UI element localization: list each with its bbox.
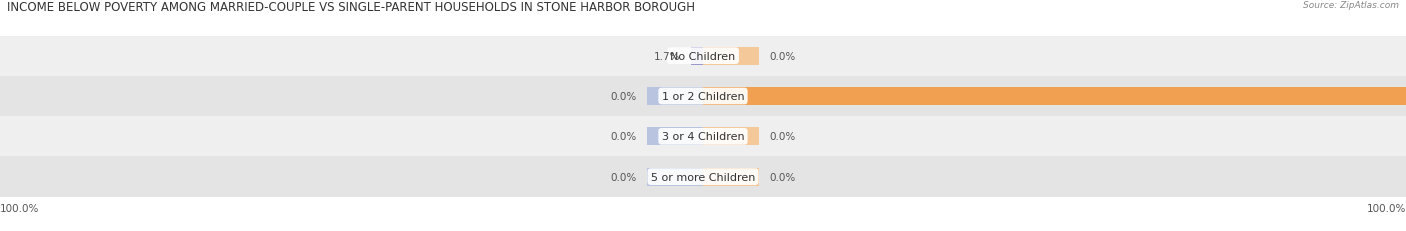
Text: No Children: No Children xyxy=(671,52,735,61)
Bar xyxy=(0,157,1406,197)
Bar xyxy=(703,168,759,186)
Text: 1.7%: 1.7% xyxy=(654,52,681,61)
Bar xyxy=(647,168,703,186)
Text: 0.0%: 0.0% xyxy=(610,92,637,102)
Bar xyxy=(0,76,1406,117)
Bar xyxy=(703,128,759,146)
Text: 5 or more Children: 5 or more Children xyxy=(651,172,755,182)
Text: 0.0%: 0.0% xyxy=(610,132,637,142)
Bar xyxy=(647,88,703,106)
Text: 0.0%: 0.0% xyxy=(770,172,796,182)
Bar xyxy=(0,117,1406,157)
Text: INCOME BELOW POVERTY AMONG MARRIED-COUPLE VS SINGLE-PARENT HOUSEHOLDS IN STONE H: INCOME BELOW POVERTY AMONG MARRIED-COUPL… xyxy=(7,1,695,14)
Bar xyxy=(647,128,703,146)
Text: 100.0%: 100.0% xyxy=(0,203,39,213)
Text: Source: ZipAtlas.com: Source: ZipAtlas.com xyxy=(1303,1,1399,10)
Text: 0.0%: 0.0% xyxy=(610,172,637,182)
Text: 100.0%: 100.0% xyxy=(1367,203,1406,213)
Bar xyxy=(703,47,759,65)
Text: 1 or 2 Children: 1 or 2 Children xyxy=(662,92,744,102)
Text: 0.0%: 0.0% xyxy=(770,132,796,142)
Bar xyxy=(692,47,703,65)
Bar xyxy=(703,88,1406,106)
Text: 3 or 4 Children: 3 or 4 Children xyxy=(662,132,744,142)
Text: 0.0%: 0.0% xyxy=(770,52,796,61)
Bar xyxy=(0,36,1406,76)
